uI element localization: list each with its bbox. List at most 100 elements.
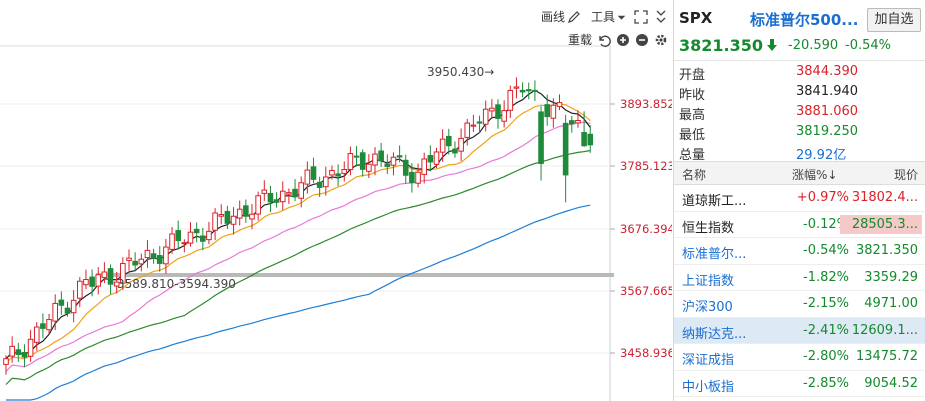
- candle-body: [495, 104, 501, 119]
- candle-body: [310, 166, 317, 180]
- index-price: 31802.4...: [851, 190, 918, 205]
- index-price: 3359.29: [864, 269, 918, 285]
- index-price: 3821.350: [855, 243, 918, 258]
- candle-body: [452, 148, 458, 154]
- zoom-out-icon[interactable]: [635, 33, 649, 47]
- ma10-line: [5, 103, 591, 364]
- candle-body: [341, 168, 348, 174]
- support-band: [96, 273, 614, 277]
- index-price: 12609.1...: [851, 322, 918, 338]
- candle-body: [126, 257, 132, 261]
- header-name[interactable]: 名称: [682, 168, 707, 182]
- candle-body: [83, 279, 89, 286]
- stat-row: 开盘 3844.390: [674, 61, 925, 83]
- index-name: 道琼斯工...: [682, 194, 747, 209]
- header-price[interactable]: 现价: [893, 168, 918, 182]
- stat-label: 昨收: [679, 88, 706, 103]
- candle-body: [304, 169, 311, 185]
- candle-body: [150, 253, 157, 259]
- symbol-name[interactable]: 标准普尔500...: [750, 11, 859, 29]
- candle-body: [538, 111, 544, 164]
- caret-down-icon: [617, 15, 626, 20]
- tools-label: 工具: [590, 10, 615, 24]
- price-axis-label: 3785.123: [620, 159, 672, 173]
- index-row[interactable]: 上证指数 -1.82% 3359.29: [674, 265, 925, 291]
- stat-label: 最低: [679, 128, 706, 143]
- stat-row: 总量 29.92亿: [674, 141, 925, 163]
- header-change[interactable]: 涨幅%↓: [792, 168, 838, 182]
- candle-body: [286, 192, 292, 195]
- index-row[interactable]: 沪深300 -2.15% 4971.00: [674, 291, 925, 318]
- kline-chart-area[interactable]: 3893.852 3785.123 3676.394 3567.665 3458.936…: [0, 0, 672, 401]
- candle-body: [200, 235, 206, 242]
- undo-icon[interactable]: [597, 33, 611, 47]
- stat-value: 3819.250: [796, 124, 859, 139]
- index-row[interactable]: 道琼斯工... +0.97% 31802.4...: [674, 185, 925, 212]
- candle-body: [224, 210, 231, 224]
- add-to-watchlist-button[interactable]: 加自选: [867, 8, 921, 32]
- stat-value: 29.92亿: [796, 148, 847, 163]
- candle-body: [181, 242, 188, 245]
- candle-body: [261, 189, 268, 194]
- candle-body: [335, 173, 341, 177]
- zoom-in-icon[interactable]: [616, 33, 630, 47]
- stat-value: 3844.390: [796, 64, 859, 79]
- candle-body: [267, 192, 274, 203]
- candle-body: [359, 152, 366, 170]
- index-row[interactable]: 中小板指 -2.85% 9054.52: [674, 371, 925, 397]
- candle-body: [27, 338, 34, 357]
- index-change: -2.85%: [803, 375, 849, 391]
- candle-body: [163, 246, 169, 265]
- stat-label: 最高: [679, 108, 706, 123]
- candle-body: [21, 351, 28, 358]
- candle-body: [40, 323, 46, 329]
- candle-body: [562, 122, 569, 176]
- range-annotation: 3589.810-3594.390: [117, 277, 236, 291]
- stat-row: 昨收 3841.940: [674, 81, 925, 103]
- index-name: 深证成指: [682, 353, 735, 368]
- symbol-code: SPX: [679, 9, 713, 27]
- candle-body: [101, 271, 108, 278]
- index-row[interactable]: 恒生指数 -0.12% 28505.3...: [674, 212, 925, 238]
- candle-body: [113, 281, 120, 287]
- candle-body: [507, 89, 514, 111]
- candle-body: [402, 159, 409, 176]
- quote-panel: SPX 标准普尔500... 加自选 3821.350 -20.590 -0.5…: [673, 0, 925, 401]
- index-row[interactable]: 标准普尔... -0.54% 3821.350: [674, 238, 925, 265]
- price-change-pct: -0.54%: [845, 38, 891, 53]
- draw-line-button[interactable]: 画线: [541, 8, 581, 25]
- price-axis-label: 3893.852: [620, 97, 672, 111]
- candle-body: [273, 199, 280, 203]
- tools-menu-button[interactable]: 工具: [591, 8, 626, 25]
- high-annotation: 3950.430→: [427, 65, 494, 79]
- reload-label[interactable]: 重载: [567, 33, 592, 47]
- candle-body: [120, 263, 126, 284]
- candle-body: [15, 349, 22, 355]
- candle-body: [575, 119, 581, 124]
- candle-body: [458, 137, 464, 152]
- stat-value: 3841.940: [796, 84, 859, 99]
- candle-body: [52, 302, 59, 322]
- candle-body: [569, 120, 575, 125]
- fullscreen-icon[interactable]: [634, 9, 648, 24]
- stat-label: 总量: [679, 148, 706, 163]
- index-price: 9054.52: [864, 375, 918, 391]
- kline-chart[interactable]: 3893.852 3785.123 3676.394 3567.665 3458.936…: [0, 0, 672, 401]
- candle-body: [316, 181, 323, 188]
- candle-body: [175, 230, 181, 242]
- candle-body: [415, 171, 421, 184]
- quote-header: SPX 标准普尔500... 加自选 3821.350 -20.590 -0.5…: [674, 0, 925, 60]
- index-table-body: 道琼斯工... +0.97% 31802.4... 恒生指数 -0.12% 28505.3…: [674, 185, 925, 397]
- draw-line-label: 画线: [540, 10, 565, 24]
- candle-body: [236, 208, 243, 219]
- candle-body: [292, 188, 298, 198]
- collapse-icon[interactable]: [654, 10, 668, 24]
- index-row[interactable]: 深证成指 -2.80% 13475.72: [674, 344, 925, 371]
- candle-body: [144, 249, 151, 259]
- candle-body: [550, 104, 557, 119]
- candle-body: [409, 171, 415, 184]
- index-row[interactable]: 纳斯达克... -2.41% 12609.1...: [674, 317, 925, 344]
- chart-toolbar: 画线 工具 重载: [0, 0, 672, 54]
- settings-gear-icon[interactable]: [654, 33, 668, 47]
- candle-body: [89, 276, 95, 287]
